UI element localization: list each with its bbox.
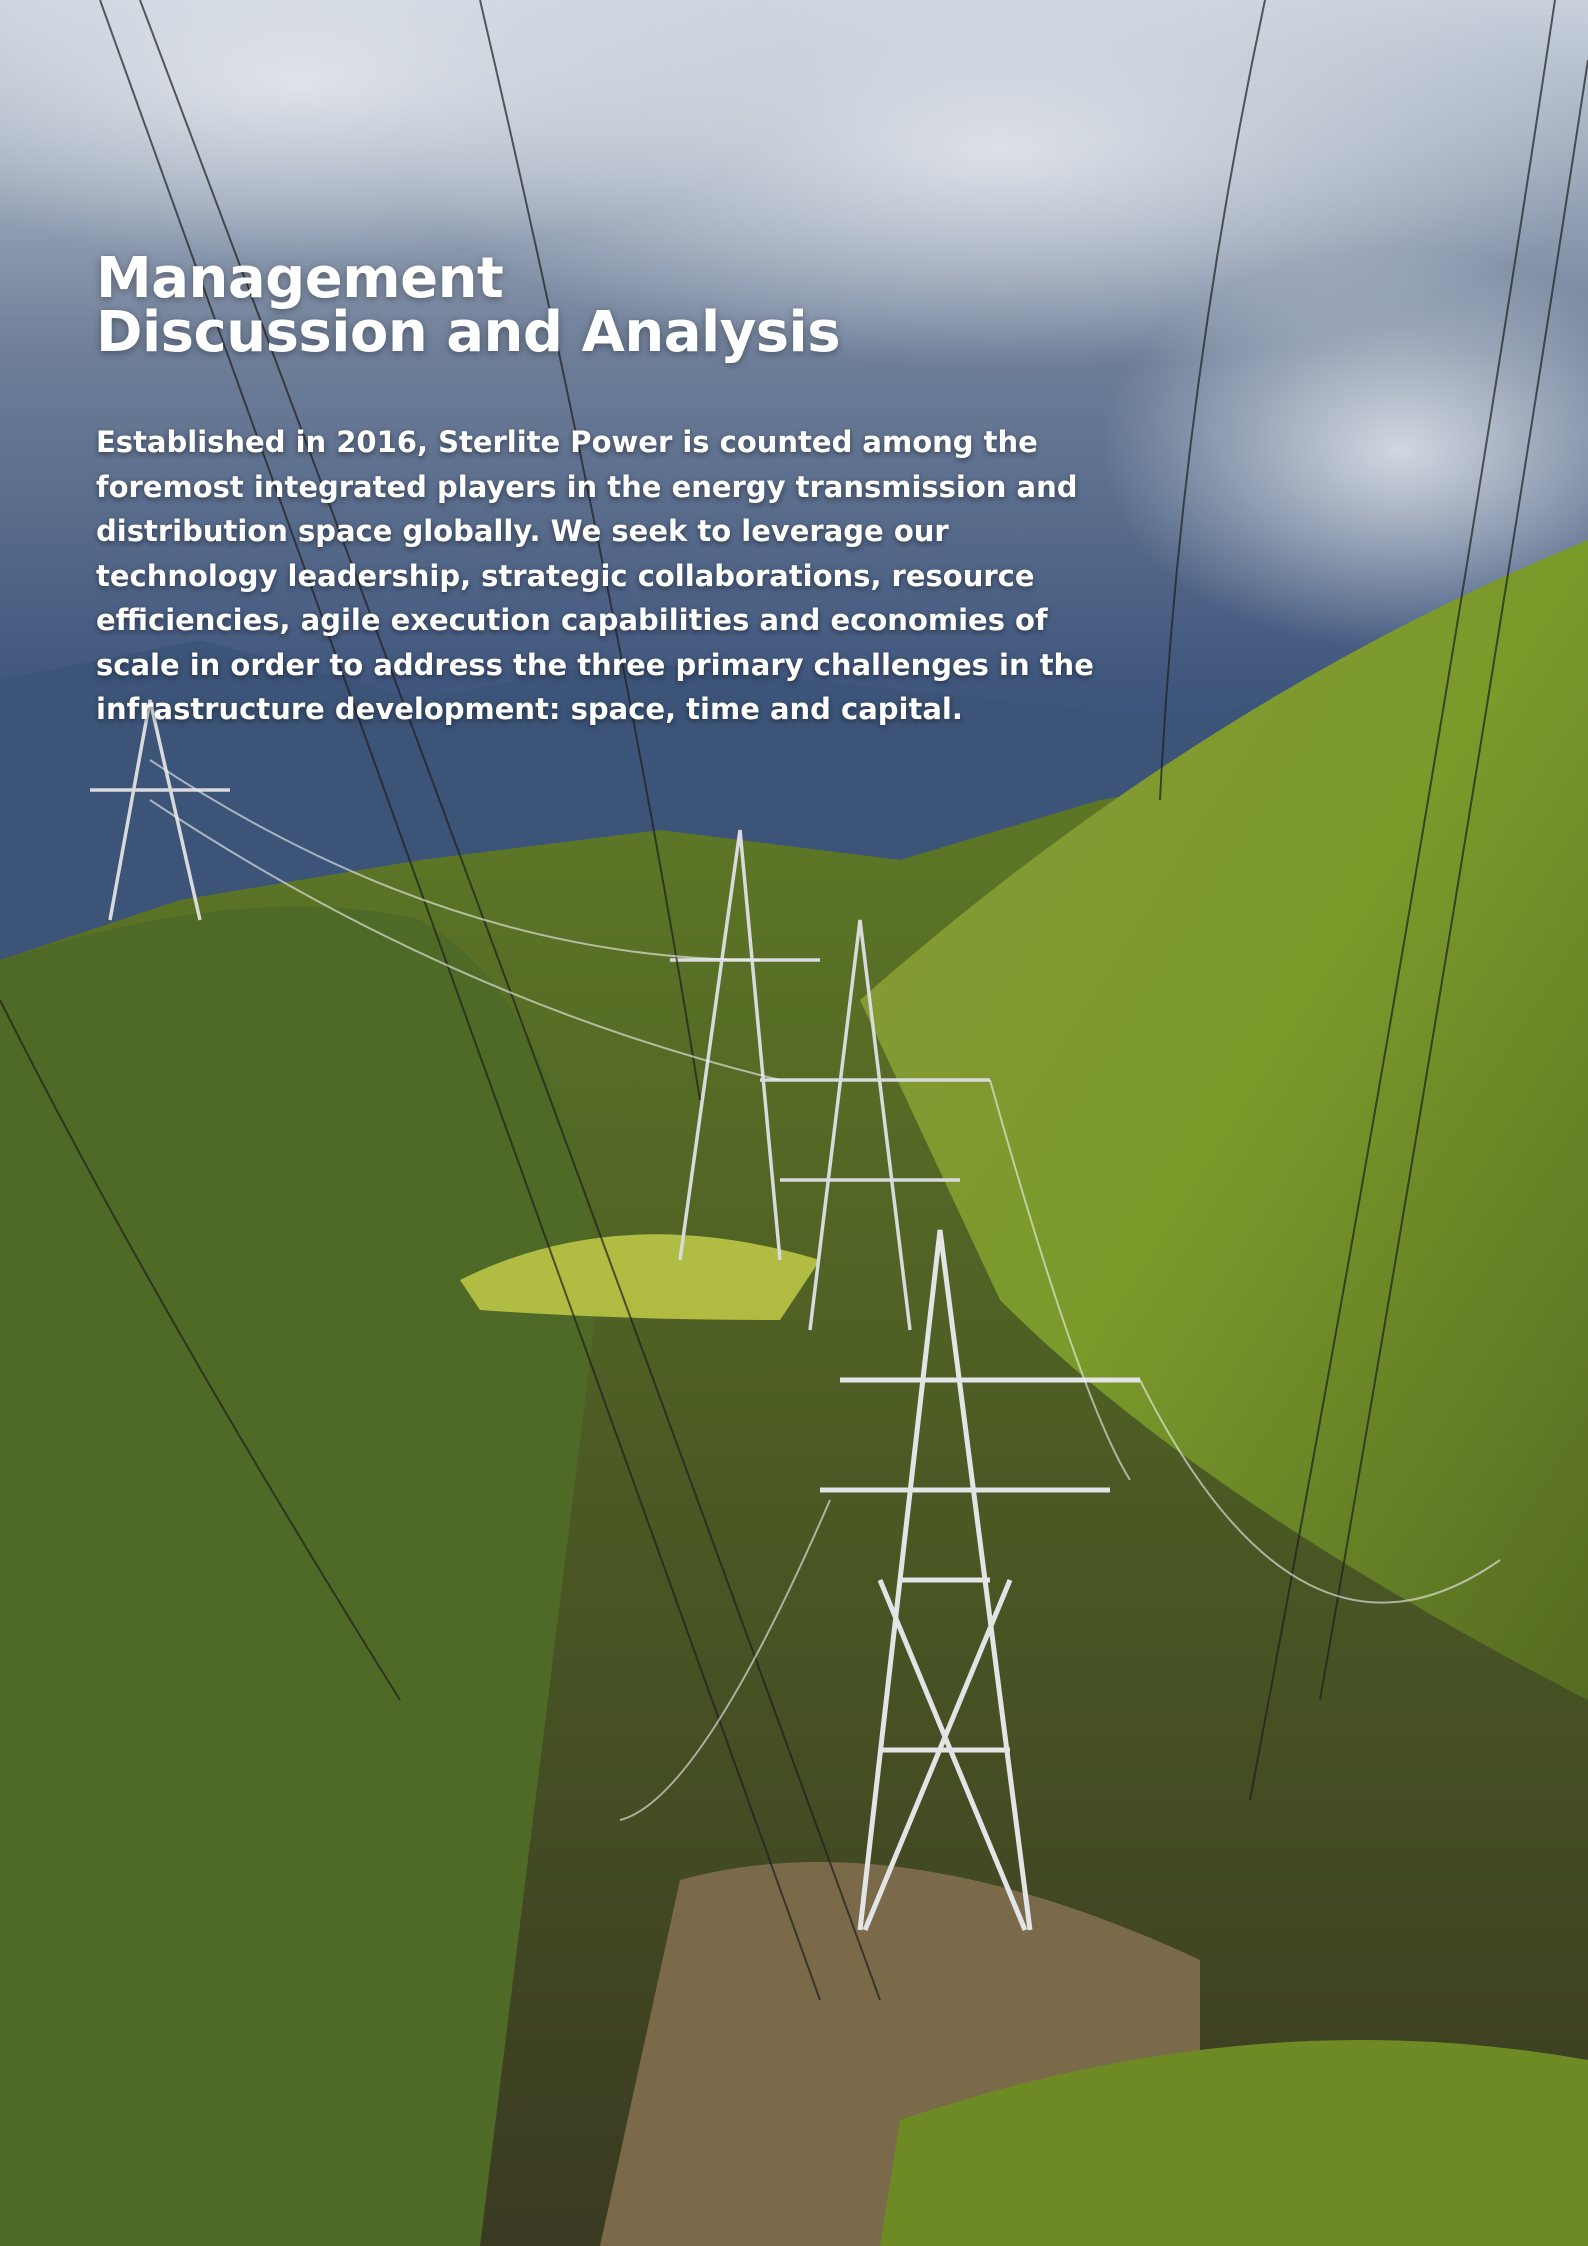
intro-paragraph: Established in 2016, Sterlite Power is c… bbox=[96, 420, 1106, 732]
title: Management Discussion and Analysis bbox=[96, 252, 840, 360]
title-line: Management bbox=[96, 252, 840, 306]
title-line: Discussion and Analysis bbox=[96, 306, 840, 360]
page: Management Discussion and Analysis Estab… bbox=[0, 0, 1588, 2246]
